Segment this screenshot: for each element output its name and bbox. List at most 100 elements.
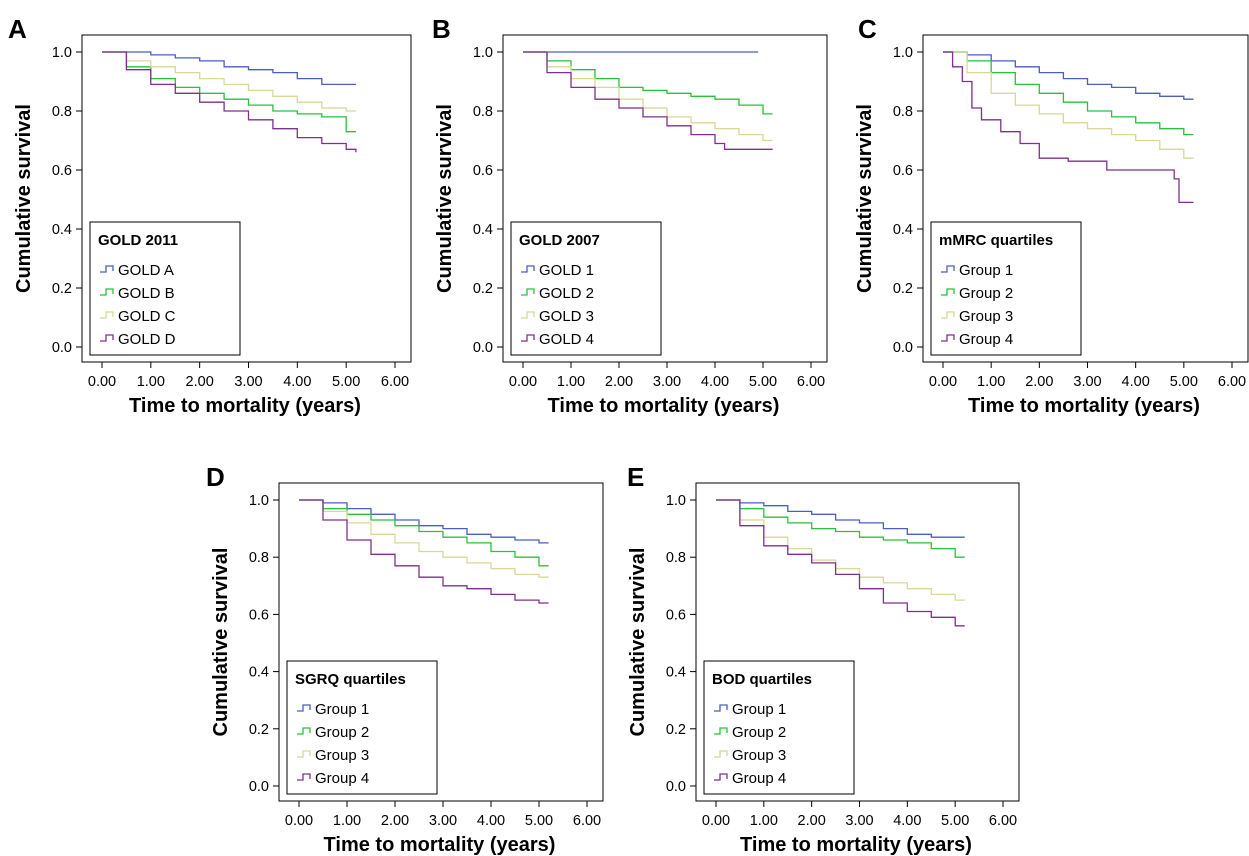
y-tick-label: 0.8: [52, 104, 72, 120]
legend-swatch: [100, 311, 114, 319]
legend-label: GOLD B: [118, 285, 175, 302]
x-tick-label: 3.00: [845, 813, 873, 829]
legend-label: Group 3: [959, 308, 1013, 325]
panel-letter: D: [206, 462, 225, 492]
legend-swatch: [297, 750, 311, 758]
legend-label: Group 1: [315, 701, 369, 718]
y-tick-label: 0.6: [249, 607, 269, 623]
legend-swatch: [714, 704, 728, 712]
legend-swatch: [941, 288, 955, 296]
x-tick-label: 4.00: [701, 374, 729, 390]
legend-label: Group 2: [959, 285, 1013, 302]
survival-curve-3: [102, 51, 356, 112]
x-axis-title: Time to mortality (years): [968, 395, 1200, 417]
y-tick-label: 0.0: [473, 340, 493, 356]
x-tick-label: 5.00: [749, 374, 777, 390]
legend-swatch: [100, 288, 114, 296]
legend-swatch: [100, 334, 114, 342]
x-axis-title: Time to mortality (years): [548, 395, 780, 417]
panel-c: C 0.0 0.2 0.4 0.6 0.8 1.0 0.00 1.00 2.00 3.00 4.00 5…: [854, 14, 1249, 417]
panel-letter: B: [432, 14, 451, 44]
x-tick-label: 3.00: [1073, 374, 1101, 390]
survival-curve-4: [716, 499, 965, 627]
y-tick-label: 0.8: [249, 550, 269, 566]
legend-label: Group 1: [732, 701, 786, 718]
y-tick-label: 0.6: [473, 163, 493, 179]
y-tick-label: 0.0: [666, 779, 686, 795]
legend-swatch: [941, 334, 955, 342]
legend-swatch: [100, 265, 114, 273]
survival-curve-1: [943, 51, 1194, 100]
x-tick-label: 6.00: [797, 374, 825, 390]
y-tick-label: 0.0: [249, 779, 269, 795]
x-tick-label: 5.00: [1170, 374, 1198, 390]
panel-letter: C: [858, 14, 877, 44]
survival-curve-4: [299, 499, 549, 604]
legend-label: Group 2: [732, 724, 786, 741]
legend-label: GOLD A: [118, 262, 174, 279]
legend-swatch: [941, 265, 955, 273]
legend-swatch: [714, 773, 728, 781]
x-tick-label: 1.00: [333, 813, 361, 829]
x-tick-label: 5.00: [525, 813, 553, 829]
legend-swatch: [714, 750, 728, 758]
survival-curve-3: [716, 499, 965, 601]
survival-curve-2: [943, 51, 1194, 136]
legend-title: mMRC quartiles: [939, 232, 1053, 249]
y-tick-label: 0.2: [249, 722, 269, 738]
y-axis-title: Cumulative survival: [210, 548, 232, 737]
survival-curve-1: [299, 499, 549, 544]
x-tick-label: 1.00: [137, 374, 165, 390]
y-tick-label: 1.0: [249, 493, 269, 509]
y-tick-label: 0.0: [52, 340, 72, 356]
panel-e: E 0.0 0.2 0.4 0.6 0.8 1.0 0.00 1.00 2.00 3.00 4.00 5…: [627, 462, 1020, 856]
plot-frame: [278, 482, 604, 802]
y-axis-title: Cumulative survival: [854, 104, 876, 293]
plot-frame: [81, 34, 412, 363]
legend-label: Group 4: [732, 770, 786, 787]
x-tick-label: 5.00: [332, 374, 360, 390]
plot-frame: [695, 482, 1020, 802]
y-tick-label: 0.4: [473, 222, 493, 238]
survival-curve-4: [943, 51, 1194, 204]
legend-box: [89, 221, 241, 356]
x-tick-label: 1.00: [977, 374, 1005, 390]
y-tick-label: 0.8: [473, 104, 493, 120]
survival-curve-3: [523, 51, 773, 142]
legend-label: Group 3: [732, 747, 786, 764]
survival-curve-3: [943, 51, 1194, 159]
y-tick-label: 1.0: [666, 493, 686, 509]
x-tick-label: 1.00: [750, 813, 778, 829]
legend-label: GOLD C: [118, 308, 176, 325]
x-tick-label: 0.00: [929, 374, 957, 390]
survival-curve-4: [523, 51, 773, 150]
x-tick-label: 6.00: [573, 813, 601, 829]
x-tick-label: 4.00: [477, 813, 505, 829]
x-tick-label: 3.00: [234, 374, 262, 390]
y-tick-label: 0.6: [666, 607, 686, 623]
legend-label: Group 3: [315, 747, 369, 764]
y-tick-label: 1.0: [52, 45, 72, 61]
x-axis-title: Time to mortality (years): [324, 834, 556, 856]
y-axis-title: Cumulative survival: [13, 104, 35, 293]
x-tick-label: 2.00: [1025, 374, 1053, 390]
x-tick-label: 4.00: [283, 374, 311, 390]
y-tick-label: 0.2: [893, 281, 913, 297]
panel-d: D 0.0 0.2 0.4 0.6 0.8 1.0 0.00 1.00 2.00 3.00 4.00 5…: [206, 462, 604, 856]
panel-letter: E: [627, 462, 644, 492]
legend-swatch: [714, 727, 728, 735]
legend-label: GOLD D: [118, 331, 176, 348]
plot-frame: [502, 34, 828, 363]
y-tick-label: 0.4: [666, 665, 686, 681]
x-tick-label: 5.00: [941, 813, 969, 829]
panel-b: B 0.0 0.2 0.4 0.6 0.8 1.0 0.00 1.00 2.00 3.00 4.00 5…: [432, 14, 828, 417]
y-axis-title: Cumulative survival: [434, 104, 456, 293]
legend-label: GOLD 4: [539, 331, 594, 348]
y-tick-label: 0.4: [249, 665, 269, 681]
legend-swatch: [521, 334, 535, 342]
y-tick-label: 0.2: [666, 722, 686, 738]
panel-letter: A: [8, 14, 27, 44]
x-tick-label: 4.00: [1122, 374, 1150, 390]
legend-box: [703, 660, 855, 795]
